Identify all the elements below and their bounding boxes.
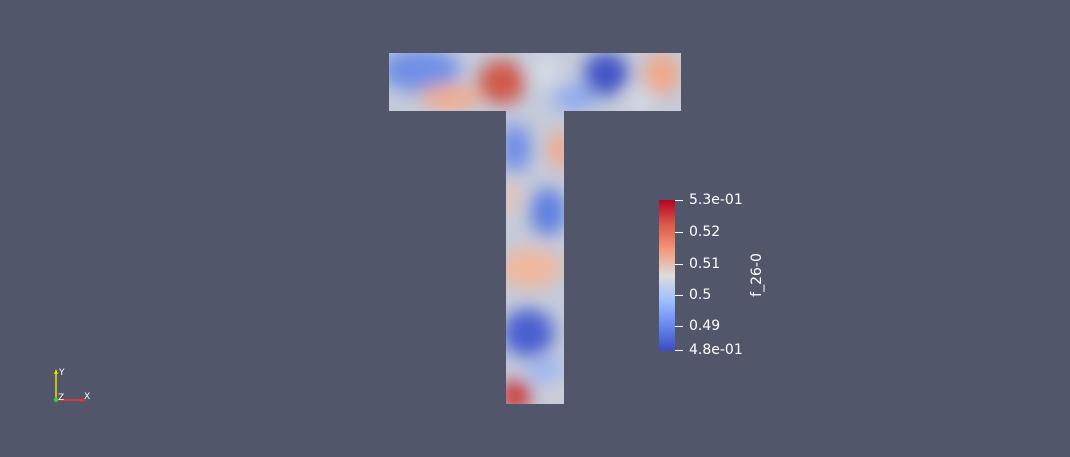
scalar-bar-label-min: 4.8e-01 [689, 342, 743, 358]
y-axis-arrow [54, 369, 58, 374]
scalar-bar-tick [675, 326, 683, 327]
scalar-bar-label: 0.52 [689, 224, 721, 240]
scalar-bar-label: 0.5 [689, 287, 712, 303]
scalar-bar-title: f_26-0 [749, 253, 765, 297]
x-axis-arrow [81, 398, 86, 402]
scalar-bar-gradient[interactable] [659, 200, 675, 351]
scalar-bar-tick [675, 295, 683, 296]
z-axis-label: Z [58, 393, 64, 403]
scalar-bar-tick [675, 350, 683, 351]
scalar-bar-tick [675, 264, 683, 265]
scalar-bar-label: 0.51 [689, 256, 721, 272]
scalar-bar-label-max: 5.3e-01 [689, 192, 743, 208]
scalar-bar-tick [675, 232, 683, 233]
x-axis-label: X [84, 392, 90, 402]
scalar-field [389, 53, 681, 404]
orientation-axes: Y X Z [53, 368, 90, 403]
z-axis-dot [53, 397, 59, 403]
scalar-bar-tick [675, 200, 683, 201]
scalar-bar-label: 0.49 [689, 318, 721, 334]
y-axis-label: Y [58, 368, 65, 378]
